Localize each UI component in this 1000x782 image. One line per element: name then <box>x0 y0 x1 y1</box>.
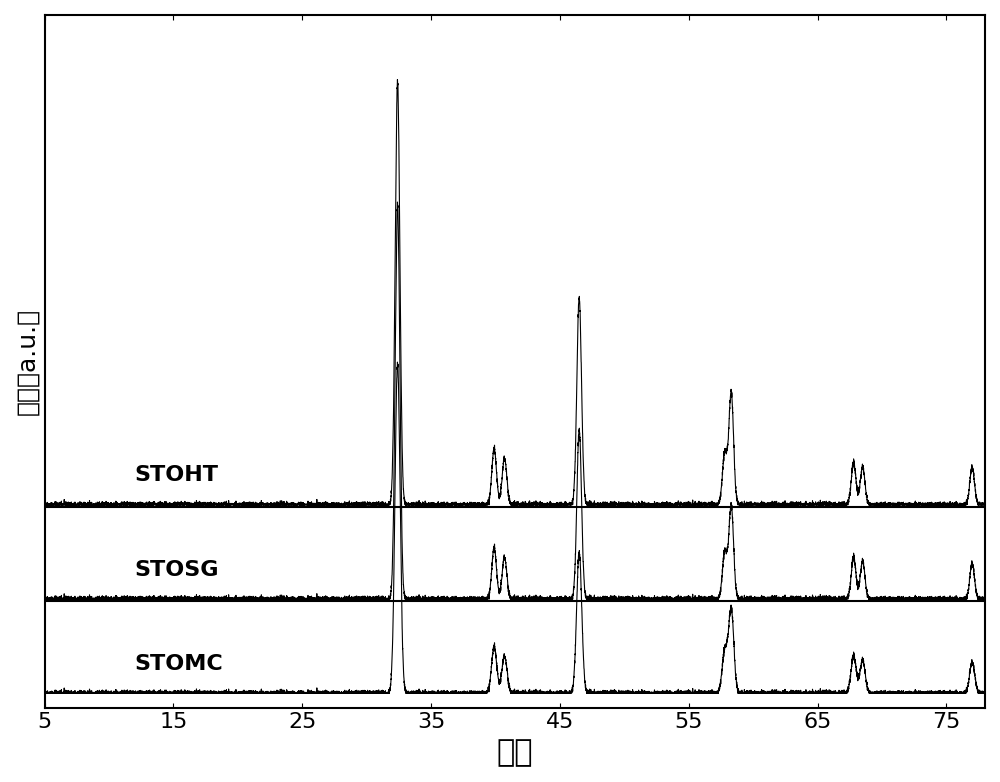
X-axis label: 角度: 角度 <box>497 738 533 767</box>
Text: STOHT: STOHT <box>135 465 219 486</box>
Text: STOSG: STOSG <box>135 560 219 579</box>
Y-axis label: 强度（a.u.）: 强度（a.u.） <box>15 308 39 415</box>
Text: STOMC: STOMC <box>135 654 223 674</box>
